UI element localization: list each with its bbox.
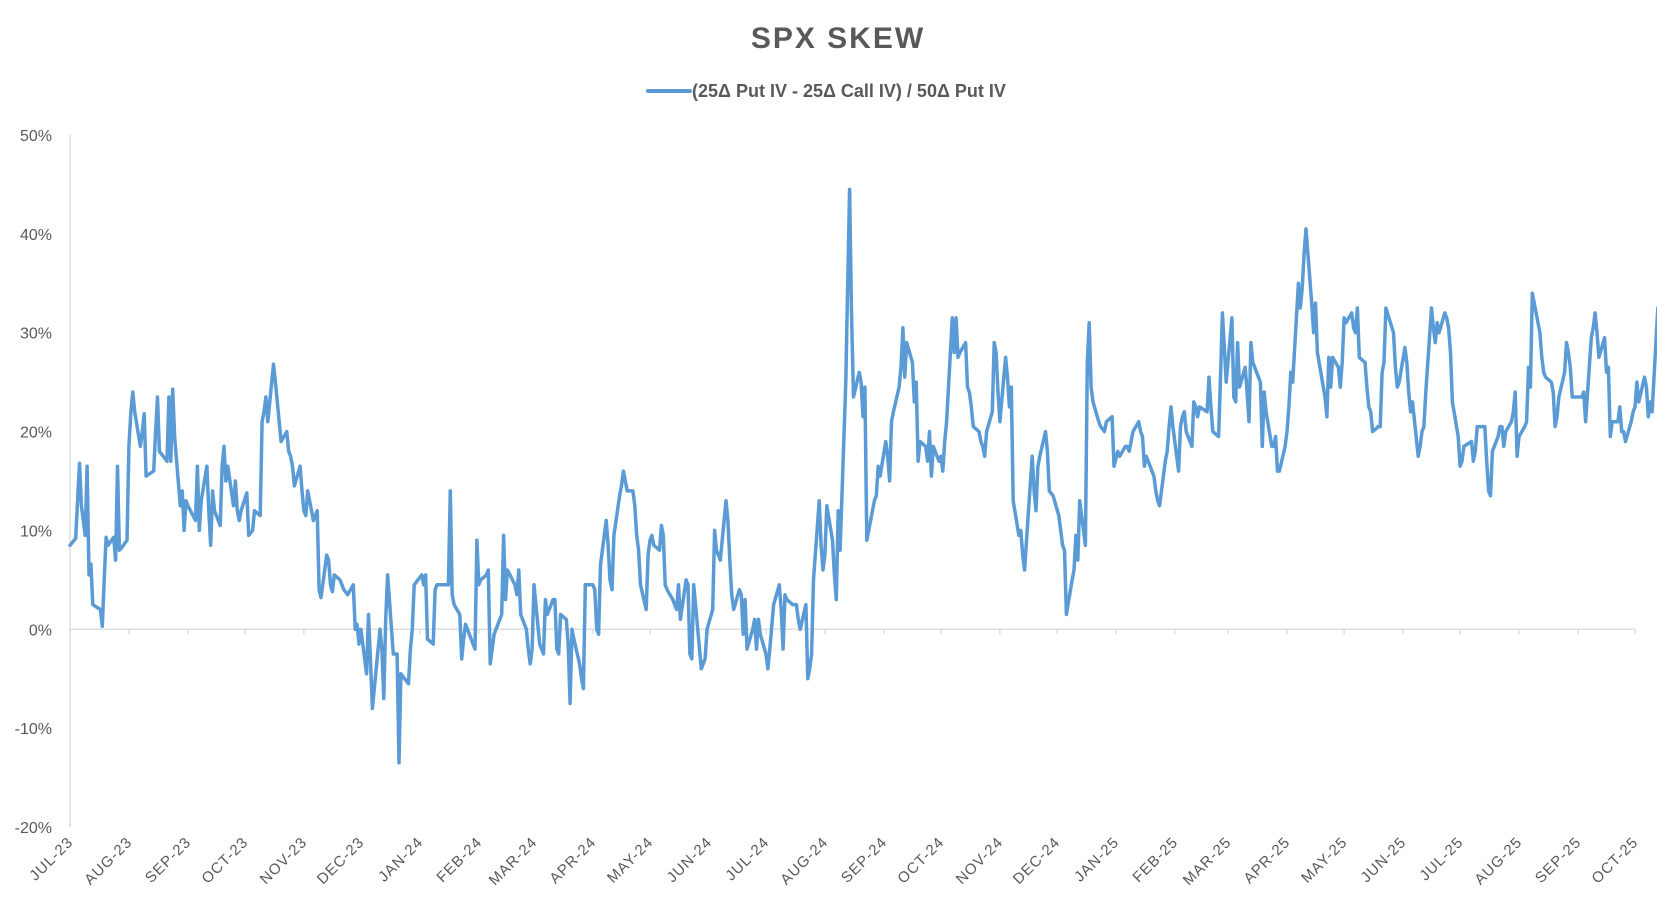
x-tick-label: JUN-25: [1358, 834, 1410, 886]
y-tick-label: 20%: [20, 425, 52, 442]
x-tick-label: MAY-25: [1298, 834, 1351, 887]
x-tick-label: NOV-23: [257, 834, 311, 888]
x-tick-label: JUL-24: [722, 834, 772, 884]
x-tick-label: DEC-23: [314, 834, 368, 888]
x-tick-label: OCT-25: [1588, 834, 1641, 887]
y-tick-label: -10%: [15, 721, 52, 738]
legend: (25Δ Put IV - 25Δ Call IV) / 50Δ Put IV: [646, 81, 1006, 101]
x-tick-label: APR-25: [1240, 834, 1293, 887]
x-tick-label: FEB-25: [1129, 834, 1181, 886]
x-tick-label: JAN-24: [375, 834, 427, 886]
x-tick-label: JUN-24: [664, 834, 716, 886]
y-tick-label: 10%: [20, 523, 52, 540]
x-tick-label: SEP-24: [838, 834, 891, 887]
x-tick-label: APR-24: [546, 834, 599, 887]
y-tick-label: 0%: [29, 622, 52, 639]
x-tick-label: MAY-24: [604, 834, 657, 887]
plot-area: [68, 187, 1657, 765]
x-tick-label: JUL-25: [1416, 834, 1466, 884]
x-tick-label: NOV-24: [953, 834, 1007, 888]
x-tick-label: AUG-23: [81, 834, 136, 889]
x-tick-label: AUG-24: [777, 834, 832, 889]
x-tick-label: MAR-24: [486, 834, 541, 889]
series-line-0: [68, 187, 1657, 765]
x-tick-label: OCT-24: [894, 834, 947, 887]
x-tick-label: FEB-24: [433, 834, 485, 886]
x-tick-label: DEC-24: [1010, 834, 1064, 888]
x-tick-label: AUG-25: [1471, 834, 1526, 889]
x-tick-label: JUL-23: [26, 834, 76, 884]
x-tick-label: MAR-25: [1180, 834, 1235, 889]
y-tick-label: 50%: [20, 128, 52, 145]
y-axis: 50% 40% 30% 20% 10% 0% -10% -20%: [15, 128, 71, 837]
x-tick-label: JAN-25: [1071, 834, 1123, 886]
x-tick-label: SEP-25: [1532, 834, 1585, 887]
legend-label: (25Δ Put IV - 25Δ Call IV) / 50Δ Put IV: [692, 81, 1006, 101]
x-tick-label: OCT-23: [198, 834, 251, 887]
y-tick-label: -20%: [15, 820, 52, 837]
y-tick-label: 30%: [20, 326, 52, 343]
x-axis: JUL-23 AUG-23 SEP-23 OCT-23 NOV-23 DEC-23 JAN-…: [26, 628, 1642, 889]
x-tick-label: SEP-23: [142, 834, 195, 887]
chart-title: SPX SKEW: [751, 22, 925, 55]
y-tick-label: 40%: [20, 227, 52, 244]
